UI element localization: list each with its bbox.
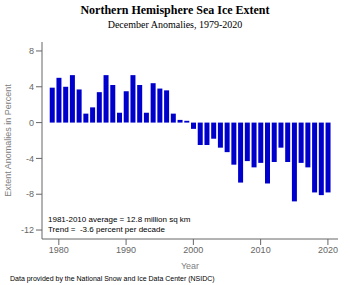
html-text:December Anomalies, 1979-2020: December Anomalies, 1979-2020: [107, 19, 243, 30]
html-text:Trend = -3.6 percent per decad: Trend = -3.6 percent per decade: [48, 225, 165, 234]
svg-text:4: 4: [29, 82, 34, 92]
svg-text:-8: -8: [26, 189, 34, 199]
svg-text:2020: 2020: [318, 245, 338, 255]
svg-text:8: 8: [29, 46, 34, 56]
html-text:Data provided by the National: Data provided by the National Snow and I…: [10, 275, 215, 282]
svg-text:1980: 1980: [49, 245, 69, 255]
svg-text:Year: Year: [181, 261, 199, 271]
svg-text:-12: -12: [21, 225, 34, 235]
html-text:1981-2010 average = 12.8 milli: 1981-2010 average = 12.8 million sq km: [48, 215, 191, 224]
svg-text:Extent Anomalies in Percent: Extent Anomalies in Percent: [8, 84, 13, 197]
svg-text:1990: 1990: [116, 245, 136, 255]
svg-text:2010: 2010: [251, 245, 271, 255]
svg-text:0: 0: [29, 118, 34, 128]
svg-text:2000: 2000: [183, 245, 203, 255]
svg-text:-4: -4: [26, 154, 34, 164]
html-text:Northern Hemisphere Sea Ice Ex: Northern Hemisphere Sea Ice Extent: [80, 3, 270, 17]
